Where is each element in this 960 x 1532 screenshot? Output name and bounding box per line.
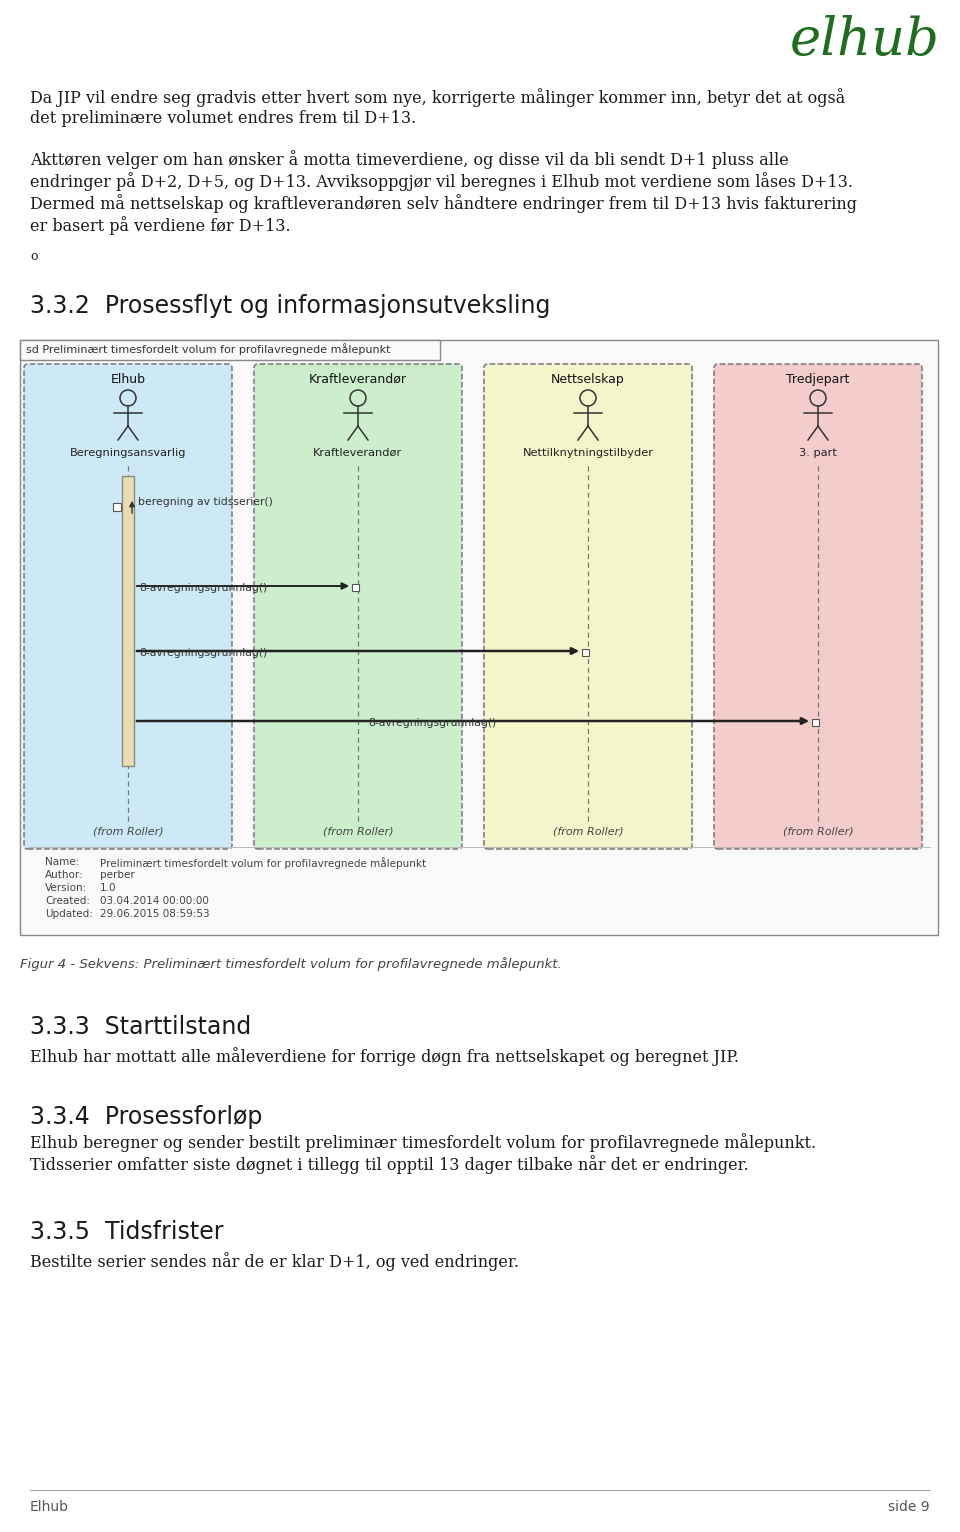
Text: Created:: Created: bbox=[45, 896, 90, 905]
Text: perber: perber bbox=[100, 870, 134, 879]
Text: Figur 4 - Sekvens: Preliminært timesfordelt volum for profilavregnede målepunkt.: Figur 4 - Sekvens: Preliminært timesford… bbox=[20, 958, 562, 971]
Text: Author:: Author: bbox=[45, 870, 84, 879]
Text: endringer på D+2, D+5, og D+13. Avviksoppgjør vil beregnes i Elhub mot verdiene : endringer på D+2, D+5, og D+13. Avviksop… bbox=[30, 172, 853, 192]
Text: 3.3.4  Prosessforløp: 3.3.4 Prosessforløp bbox=[30, 1105, 262, 1129]
FancyBboxPatch shape bbox=[714, 365, 922, 849]
FancyBboxPatch shape bbox=[254, 365, 462, 849]
Text: Nettselskap: Nettselskap bbox=[551, 372, 625, 386]
Text: Elhub har mottatt alle måleverdiene for forrige døgn fra nettselskapet og beregn: Elhub har mottatt alle måleverdiene for … bbox=[30, 1046, 739, 1066]
Text: Elhub beregner og sender bestilt preliminær timesfordelt volum for profilavregne: Elhub beregner og sender bestilt prelimi… bbox=[30, 1134, 816, 1152]
Text: 8-avregningsgrunnlag(): 8-avregningsgrunnlag() bbox=[368, 719, 496, 728]
Text: det preliminære volumet endres frem til D+13.: det preliminære volumet endres frem til … bbox=[30, 110, 417, 127]
Text: Kraftleverandør: Kraftleverandør bbox=[313, 447, 402, 458]
Bar bbox=[113, 502, 121, 512]
Text: 03.04.2014 00:00:00: 03.04.2014 00:00:00 bbox=[100, 896, 209, 905]
Text: Akttøren velger om han ønsker å motta timeverdiene, og disse vil da bli sendt D+: Akttøren velger om han ønsker å motta ti… bbox=[30, 150, 789, 169]
Text: Dermed må nettselskap og kraftleverandøren selv håndtere endringer frem til D+13: Dermed må nettselskap og kraftleverandør… bbox=[30, 195, 857, 213]
Text: Tredjepart: Tredjepart bbox=[786, 372, 850, 386]
Text: Beregningsansvarlig: Beregningsansvarlig bbox=[70, 447, 186, 458]
Text: er basert på verdiene før D+13.: er basert på verdiene før D+13. bbox=[30, 216, 291, 234]
Text: sd Preliminært timesfordelt volum for profilavregnede målepunkt: sd Preliminært timesfordelt volum for pr… bbox=[26, 343, 391, 355]
Text: Kraftleverandør: Kraftleverandør bbox=[309, 372, 407, 386]
FancyBboxPatch shape bbox=[484, 365, 692, 849]
Text: (from Roller): (from Roller) bbox=[323, 827, 394, 836]
Bar bbox=[122, 476, 134, 766]
Text: Tidsserier omfatter siste døgnet i tillegg til opptil 13 dager tilbake når det e: Tidsserier omfatter siste døgnet i tille… bbox=[30, 1155, 749, 1174]
Text: elhub: elhub bbox=[790, 15, 940, 66]
Text: beregning av tidsserier(): beregning av tidsserier() bbox=[138, 496, 273, 507]
Text: 8-avregningsgrunnlag(): 8-avregningsgrunnlag() bbox=[139, 584, 267, 593]
Text: 3. part: 3. part bbox=[799, 447, 837, 458]
Text: (from Roller): (from Roller) bbox=[782, 827, 853, 836]
Text: Name:: Name: bbox=[45, 856, 80, 867]
Text: Nettilknytningstilbyder: Nettilknytningstilbyder bbox=[522, 447, 654, 458]
Text: 1.0: 1.0 bbox=[100, 882, 116, 893]
Text: Elhub: Elhub bbox=[110, 372, 146, 386]
Text: 3.3.3  Starttilstand: 3.3.3 Starttilstand bbox=[30, 1016, 252, 1039]
Text: (from Roller): (from Roller) bbox=[93, 827, 163, 836]
Text: side 9: side 9 bbox=[888, 1500, 930, 1514]
Text: (from Roller): (from Roller) bbox=[553, 827, 623, 836]
Text: 3.3.5  Tidsfrister: 3.3.5 Tidsfrister bbox=[30, 1219, 224, 1244]
Text: Da JIP vil endre seg gradvis etter hvert som nye, korrigerte målinger kommer inn: Da JIP vil endre seg gradvis etter hvert… bbox=[30, 87, 845, 107]
Bar bbox=[352, 584, 359, 591]
Text: 3.3.2  Prosessflyt og informasjonsutveksling: 3.3.2 Prosessflyt og informasjonsutveksl… bbox=[30, 294, 550, 319]
Text: 29.06.2015 08:59:53: 29.06.2015 08:59:53 bbox=[100, 908, 209, 919]
Text: Preliminært timesfordelt volum for profilavregnede målepunkt: Preliminært timesfordelt volum for profi… bbox=[100, 856, 426, 869]
Text: o: o bbox=[30, 250, 37, 264]
FancyBboxPatch shape bbox=[24, 365, 232, 849]
Bar bbox=[812, 719, 819, 726]
Bar bbox=[20, 340, 440, 360]
Bar bbox=[20, 340, 938, 935]
Text: Bestilte serier sendes når de er klar D+1, og ved endringer.: Bestilte serier sendes når de er klar D+… bbox=[30, 1252, 519, 1272]
Text: Elhub: Elhub bbox=[30, 1500, 69, 1514]
Bar bbox=[582, 650, 589, 656]
Text: Updated:: Updated: bbox=[45, 908, 93, 919]
Text: Version:: Version: bbox=[45, 882, 87, 893]
Text: 8-avregningsgrunnlag(): 8-avregningsgrunnlag() bbox=[139, 648, 267, 659]
